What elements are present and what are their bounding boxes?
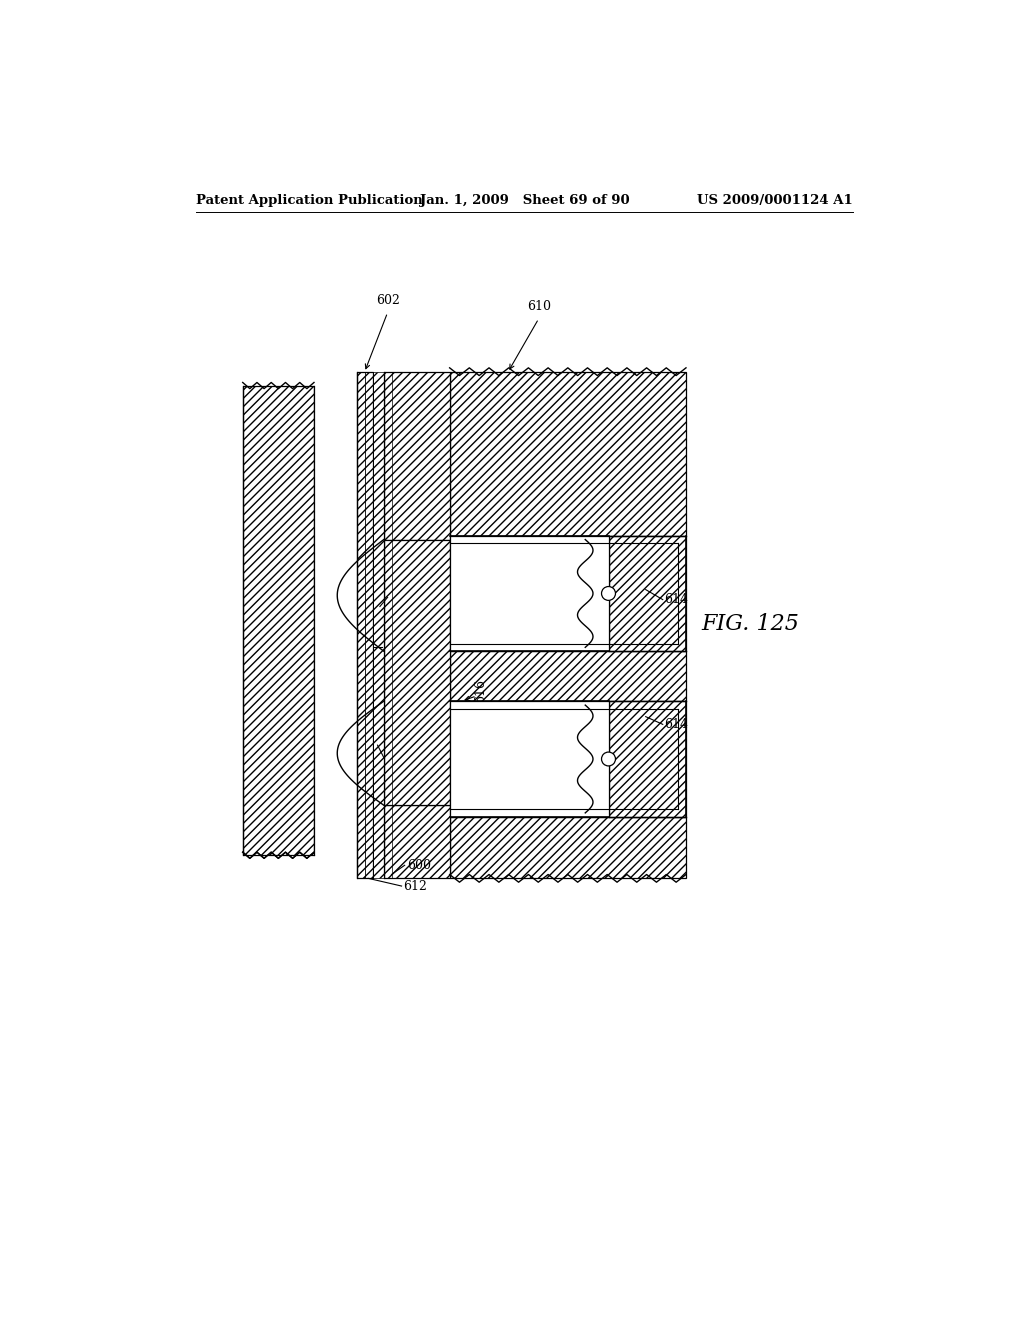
Polygon shape [450,817,686,878]
Bar [450,536,608,651]
Text: 618: 618 [367,594,380,619]
Polygon shape [384,805,450,878]
Bar [450,701,608,817]
Polygon shape [384,372,450,540]
Polygon shape [608,536,686,651]
Text: FIG. 125: FIG. 125 [701,614,800,635]
Text: Patent Application Publication: Patent Application Publication [197,194,423,207]
Text: 620: 620 [360,634,374,657]
Text: 618: 618 [365,733,378,758]
Polygon shape [608,701,686,817]
Text: 600: 600 [407,859,431,871]
Circle shape [601,752,615,766]
Polygon shape [373,372,384,878]
Polygon shape [450,651,686,701]
Bar [314,385,357,855]
Text: 610: 610 [526,300,551,313]
Text: US 2009/0001124 A1: US 2009/0001124 A1 [697,194,853,207]
Text: Jan. 1, 2009   Sheet 69 of 90: Jan. 1, 2009 Sheet 69 of 90 [420,194,630,207]
Polygon shape [357,372,373,878]
Text: 616: 616 [463,730,476,754]
Text: 612: 612 [403,879,427,892]
Text: 616: 616 [474,680,487,704]
Text: 614: 614 [665,593,688,606]
Polygon shape [450,372,686,536]
Text: 602: 602 [376,294,399,308]
Polygon shape [384,540,450,805]
Polygon shape [243,385,314,855]
Text: 614: 614 [665,718,688,731]
Circle shape [601,586,615,601]
